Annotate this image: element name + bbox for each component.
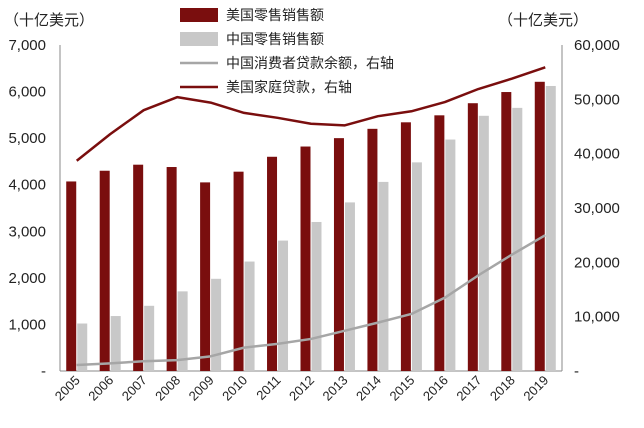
- left-tick-label: -: [41, 363, 46, 380]
- x-tick-label: 2010: [219, 373, 250, 404]
- legend-swatch-china-retail: [180, 32, 218, 46]
- x-tick-label: 2011: [253, 373, 283, 403]
- china-retail-bar: [110, 316, 121, 371]
- china-retail-bar: [445, 139, 456, 371]
- legend-label-us-loan: 美国家庭贷款，右轴: [226, 79, 352, 96]
- china-retail-bar: [144, 305, 155, 371]
- us-retail-bar: [434, 115, 445, 371]
- right-tick-label: 60,000: [574, 37, 620, 54]
- x-tick-label: 2018: [487, 373, 518, 404]
- us-retail-bar: [200, 182, 211, 371]
- left-tick-label: 2,000: [8, 270, 46, 287]
- left-tick-label: 5,000: [8, 130, 46, 147]
- legend-label-china-retail: 中国零售销售额: [226, 32, 324, 48]
- china-retail-bar: [344, 202, 355, 371]
- china-retail-bar: [77, 323, 88, 371]
- us-retail-bar: [333, 138, 344, 371]
- china-retail-bar: [311, 221, 322, 371]
- right-axis-unit-label: （十亿美元）: [498, 11, 588, 29]
- x-tick-label: 2012: [286, 373, 317, 404]
- us-retail-bar: [233, 171, 244, 371]
- us-retail-bar: [367, 128, 378, 371]
- us-retail-bar: [534, 81, 545, 371]
- china-retail-bar: [545, 85, 556, 372]
- china-retail-bar: [177, 291, 188, 371]
- right-tick-label: -: [574, 363, 579, 380]
- right-tick-label: 30,000: [574, 200, 620, 217]
- x-tick-label: 2017: [453, 373, 484, 404]
- legend-label-us-retail: 美国零售销售额: [226, 8, 324, 24]
- right-tick-label: 20,000: [574, 254, 620, 271]
- left-tick-label: 4,000: [8, 177, 46, 194]
- x-tick-label: 2013: [320, 373, 351, 404]
- left-tick-label: 3,000: [8, 223, 46, 240]
- us-retail-bar: [300, 146, 311, 371]
- us-retail-bar: [133, 164, 144, 371]
- left-tick-label: 7,000: [8, 37, 46, 54]
- x-tick-label: 2005: [52, 373, 83, 404]
- right-tick-label: 10,000: [574, 309, 620, 326]
- right-tick-label: 50,000: [574, 91, 620, 108]
- legend-swatch-us-retail: [180, 8, 218, 22]
- left-tick-label: 1,000: [8, 316, 46, 333]
- us-retail-bar: [99, 170, 110, 371]
- china-retail-bar: [278, 240, 289, 371]
- china-retail-bar: [478, 115, 489, 371]
- us-retail-bar: [267, 156, 278, 371]
- x-tick-label: 2007: [119, 373, 150, 404]
- us-household-loan-line: [75, 66, 546, 162]
- left-axis-unit-label: （十亿美元）: [4, 11, 94, 29]
- us-retail-bar: [66, 181, 77, 371]
- china-retail-bar: [411, 162, 422, 371]
- china-retail-bar: [512, 107, 523, 371]
- china-retail-bar: [244, 261, 255, 371]
- left-tick-label: 6,000: [8, 84, 46, 101]
- us-retail-bar: [501, 92, 512, 371]
- x-tick-label: 2008: [152, 373, 183, 404]
- china-retail-bar: [211, 278, 222, 371]
- right-tick-label: 40,000: [574, 146, 620, 163]
- us-retail-bar: [166, 167, 177, 371]
- us-retail-bar: [400, 122, 411, 372]
- china-retail-bar: [378, 181, 389, 371]
- legend-label-china-loan: 中国消费者贷款余额，右轴: [226, 55, 394, 72]
- x-tick-label: 2016: [420, 373, 451, 404]
- x-tick-label: 2014: [353, 373, 384, 404]
- us-retail-bar: [467, 103, 478, 371]
- x-tick-label: 2006: [85, 373, 116, 404]
- x-tick-label: 2019: [520, 373, 551, 404]
- x-tick-label: 2009: [186, 373, 217, 404]
- china-consumer-loan-line: [76, 234, 546, 367]
- x-tick-label: 2015: [386, 373, 417, 404]
